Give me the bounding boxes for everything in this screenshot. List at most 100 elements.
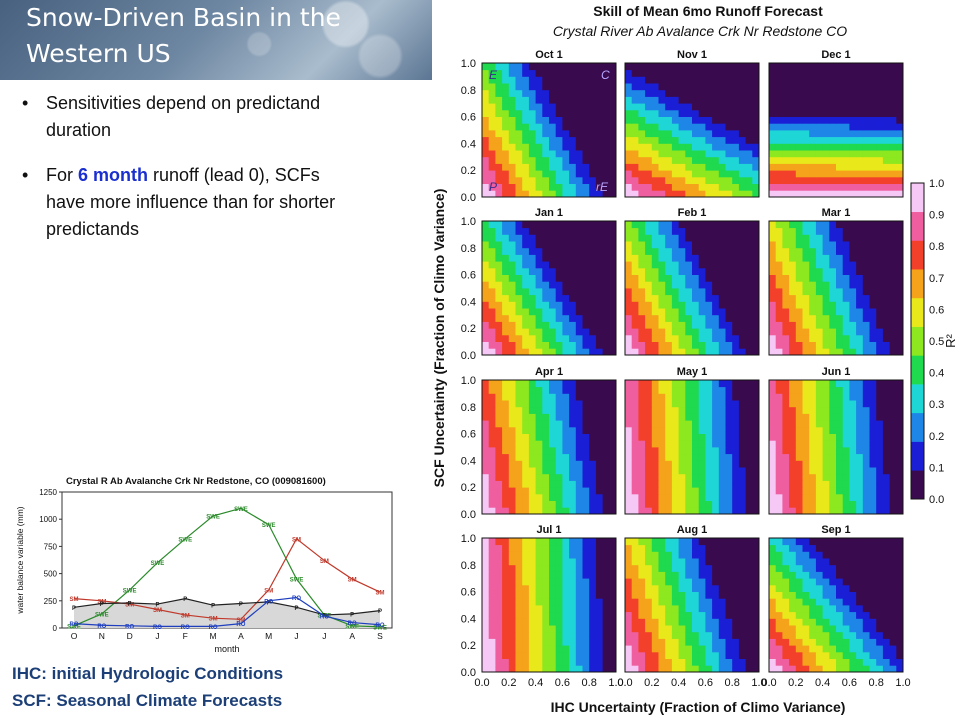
heatmap-cell [595, 605, 603, 613]
heatmap-cell [692, 578, 700, 586]
heatmap-cell [685, 96, 693, 104]
heatmap-panel [769, 221, 904, 356]
heatmap-cell [542, 386, 550, 394]
heatmap-cell [775, 176, 783, 184]
heatmap-cell [775, 467, 783, 475]
heatmap-cell [889, 69, 897, 77]
heatmap-cell [631, 500, 639, 508]
heatmap-cell [732, 440, 740, 448]
heatmap-cell [625, 400, 633, 408]
heatmap-cell [712, 281, 720, 289]
heatmap-cell [752, 234, 760, 242]
heatmap-cell [698, 156, 706, 164]
heatmap-cell [705, 611, 713, 619]
heatmap-cell [631, 406, 639, 414]
heatmap-cell [495, 334, 503, 342]
heatmap-cell [625, 109, 633, 117]
heatmap-cell [602, 618, 610, 626]
heatmap-cell [508, 413, 516, 421]
heatmap-cell [625, 440, 633, 448]
heatmap-cell [582, 170, 590, 178]
heatmap-cell [645, 665, 653, 673]
heatmap-cell [842, 578, 850, 586]
heatmap-cell [829, 400, 837, 408]
heatmap-cell [562, 433, 570, 441]
heatmap-cell [535, 453, 543, 461]
heatmap-cell [795, 453, 803, 461]
heatmap-cell [685, 301, 693, 309]
heatmap-cell [809, 480, 817, 488]
heatmap-cell [575, 500, 583, 508]
heatmap-cell [658, 234, 666, 242]
heatmap-cell [745, 334, 753, 342]
heatmap-cell [842, 281, 850, 289]
heatmap-cell [555, 301, 563, 309]
heatmap-cell [896, 136, 904, 144]
heatmap-cell [869, 507, 877, 515]
heatmap-cell [769, 163, 777, 171]
heatmap-cell [732, 578, 740, 586]
heatmap-cell [535, 631, 543, 639]
heatmap-cell [789, 116, 797, 124]
heatmap-cell [575, 63, 583, 71]
heatmap-cell [535, 341, 543, 349]
heatmap-cell [535, 544, 543, 552]
heatmap-cell [522, 544, 530, 552]
heatmap-cell [882, 386, 890, 394]
heatmap-cell [869, 651, 877, 659]
heatmap-cell [638, 183, 646, 191]
heatmap-cell [575, 453, 583, 461]
heatmap-cell [528, 227, 536, 235]
heatmap-cell [638, 493, 646, 501]
heatmap-cell [829, 447, 837, 455]
point-label-sm: SM [376, 591, 385, 597]
heatmap-cell [705, 308, 713, 316]
heatmap-cell [882, 447, 890, 455]
heatmap-cell [732, 551, 740, 559]
heatmap-cell [712, 611, 720, 619]
heatmap-subtitle: Crystal River Ab Avalance Crk Nr Redston… [553, 23, 847, 39]
heatmap-cell [602, 631, 610, 639]
heatmap-cell [522, 150, 530, 158]
heatmap-cell [658, 341, 666, 349]
heatmap-cell [869, 544, 877, 552]
heatmap-cell [876, 63, 884, 71]
heatmap-cell [549, 176, 557, 184]
heatmap-cell [809, 288, 817, 296]
heatmap-cell [869, 480, 877, 488]
heatmap-cell [752, 591, 760, 599]
heatmap-cell [665, 274, 673, 282]
heatmap-cell [795, 288, 803, 296]
heatmap-cell [712, 221, 720, 229]
heatmap-cell [732, 341, 740, 349]
heatmap-cell [829, 76, 837, 84]
heatmap-cell [705, 651, 713, 659]
heatmap-cell [631, 544, 639, 552]
heatmap-cell [705, 433, 713, 441]
heatmap-cell [575, 76, 583, 84]
heatmap-cell [549, 321, 557, 329]
heatmap-cell [745, 651, 753, 659]
heatmap-cell [645, 96, 653, 104]
heatmap-cell [882, 288, 890, 296]
heatmap-cell [732, 281, 740, 289]
heatmap-cell [535, 103, 543, 111]
heatmap-cell [522, 261, 530, 269]
heatmap-cell [769, 89, 777, 97]
heatmap-cell [698, 618, 706, 626]
heatmap-cell [752, 254, 760, 262]
heatmap-cell [575, 150, 583, 158]
heatmap-cell [482, 267, 490, 275]
heatmap-cell [692, 538, 700, 546]
heatmap-cell [522, 334, 530, 342]
heatmap-cell [671, 156, 679, 164]
heatmap-cell [582, 426, 590, 434]
heatmap-cell [569, 393, 577, 401]
heatmap-cell [589, 487, 597, 495]
heatmap-cell [562, 170, 570, 178]
heatmap-cell [732, 507, 740, 515]
heatmap-cell [802, 426, 810, 434]
heatmap-cell [896, 281, 904, 289]
heatmap-cell [589, 274, 597, 282]
heatmap-cell [482, 406, 490, 414]
